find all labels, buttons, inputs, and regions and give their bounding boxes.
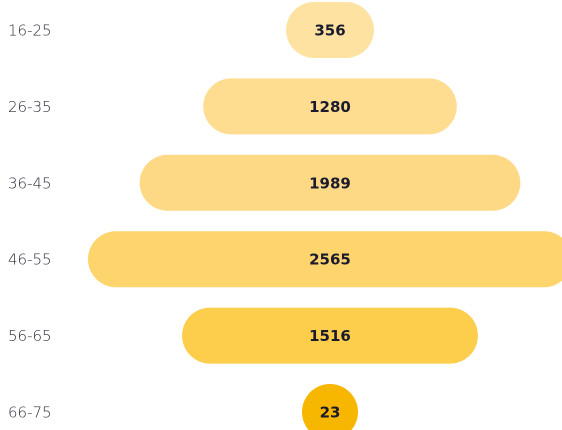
value-label: 1516 xyxy=(309,327,351,345)
category-label: 26-35 xyxy=(8,98,52,116)
value-label: 356 xyxy=(314,22,345,40)
value-label: 2565 xyxy=(309,251,351,269)
value-label: 1280 xyxy=(309,98,351,116)
category-label: 46-55 xyxy=(8,251,52,269)
value-label: 23 xyxy=(320,404,341,422)
bar xyxy=(139,154,521,211)
bar xyxy=(88,231,562,288)
category-label: 66-75 xyxy=(8,404,52,422)
bar xyxy=(286,2,374,58)
bar xyxy=(302,384,358,430)
category-label: 16-25 xyxy=(8,22,52,40)
bar xyxy=(182,307,478,364)
category-label: 36-45 xyxy=(8,174,52,192)
value-label: 1989 xyxy=(309,174,351,192)
category-label: 56-65 xyxy=(8,327,52,345)
bar xyxy=(203,78,457,135)
